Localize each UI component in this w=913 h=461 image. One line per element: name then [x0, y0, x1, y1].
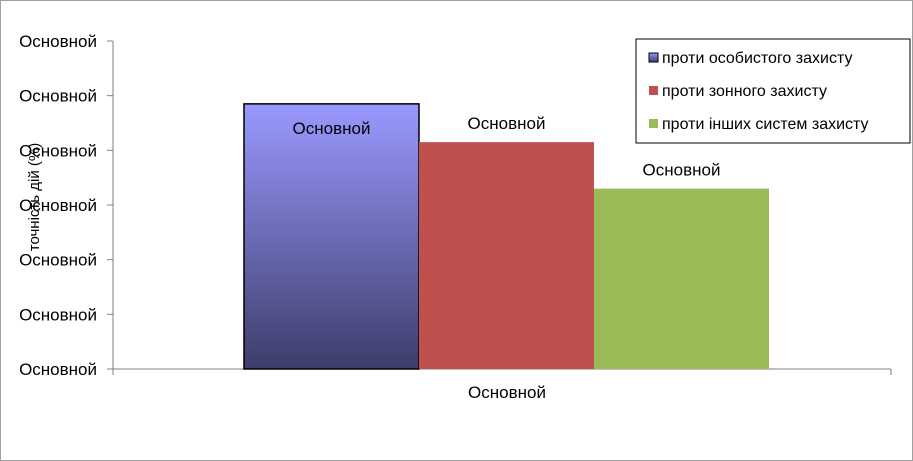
bar-data-label: Основной [293, 119, 371, 138]
y-tick-label: Основной [19, 141, 97, 160]
legend: проти особистого захисту проти зонного за… [635, 38, 911, 144]
y-tick-label: Основной [19, 305, 97, 324]
x-category-label: Основной [468, 383, 546, 402]
legend-entry-label: проти інших систем захисту [662, 116, 869, 133]
bar-data-label: Основной [468, 114, 546, 133]
y-tick-label: Основной [19, 360, 97, 379]
bar-series-2 [419, 142, 594, 369]
y-axis-title: точність дій (%) [26, 143, 43, 251]
legend-entry-label: проти особистого захисту [662, 50, 852, 67]
legend-entry-label: проти зонного захисту [662, 83, 827, 100]
y-tick-label: Основной [19, 251, 97, 270]
legend-box [635, 38, 911, 144]
bar-series-3 [594, 188, 769, 369]
legend-swatch [648, 52, 659, 63]
y-tick-label: Основной [19, 32, 97, 51]
legend-swatch [649, 119, 658, 128]
bar-series-1 [243, 103, 420, 370]
y-tick-label: Основной [19, 87, 97, 106]
legend-swatch [649, 86, 658, 95]
bar-data-label: Основной [643, 161, 721, 180]
y-axis-ticks: Основной Основной Основной Основной Основной… [19, 32, 113, 379]
bars-group: Основной Основной Основной [243, 103, 769, 370]
y-tick-label: Основной [19, 196, 97, 215]
